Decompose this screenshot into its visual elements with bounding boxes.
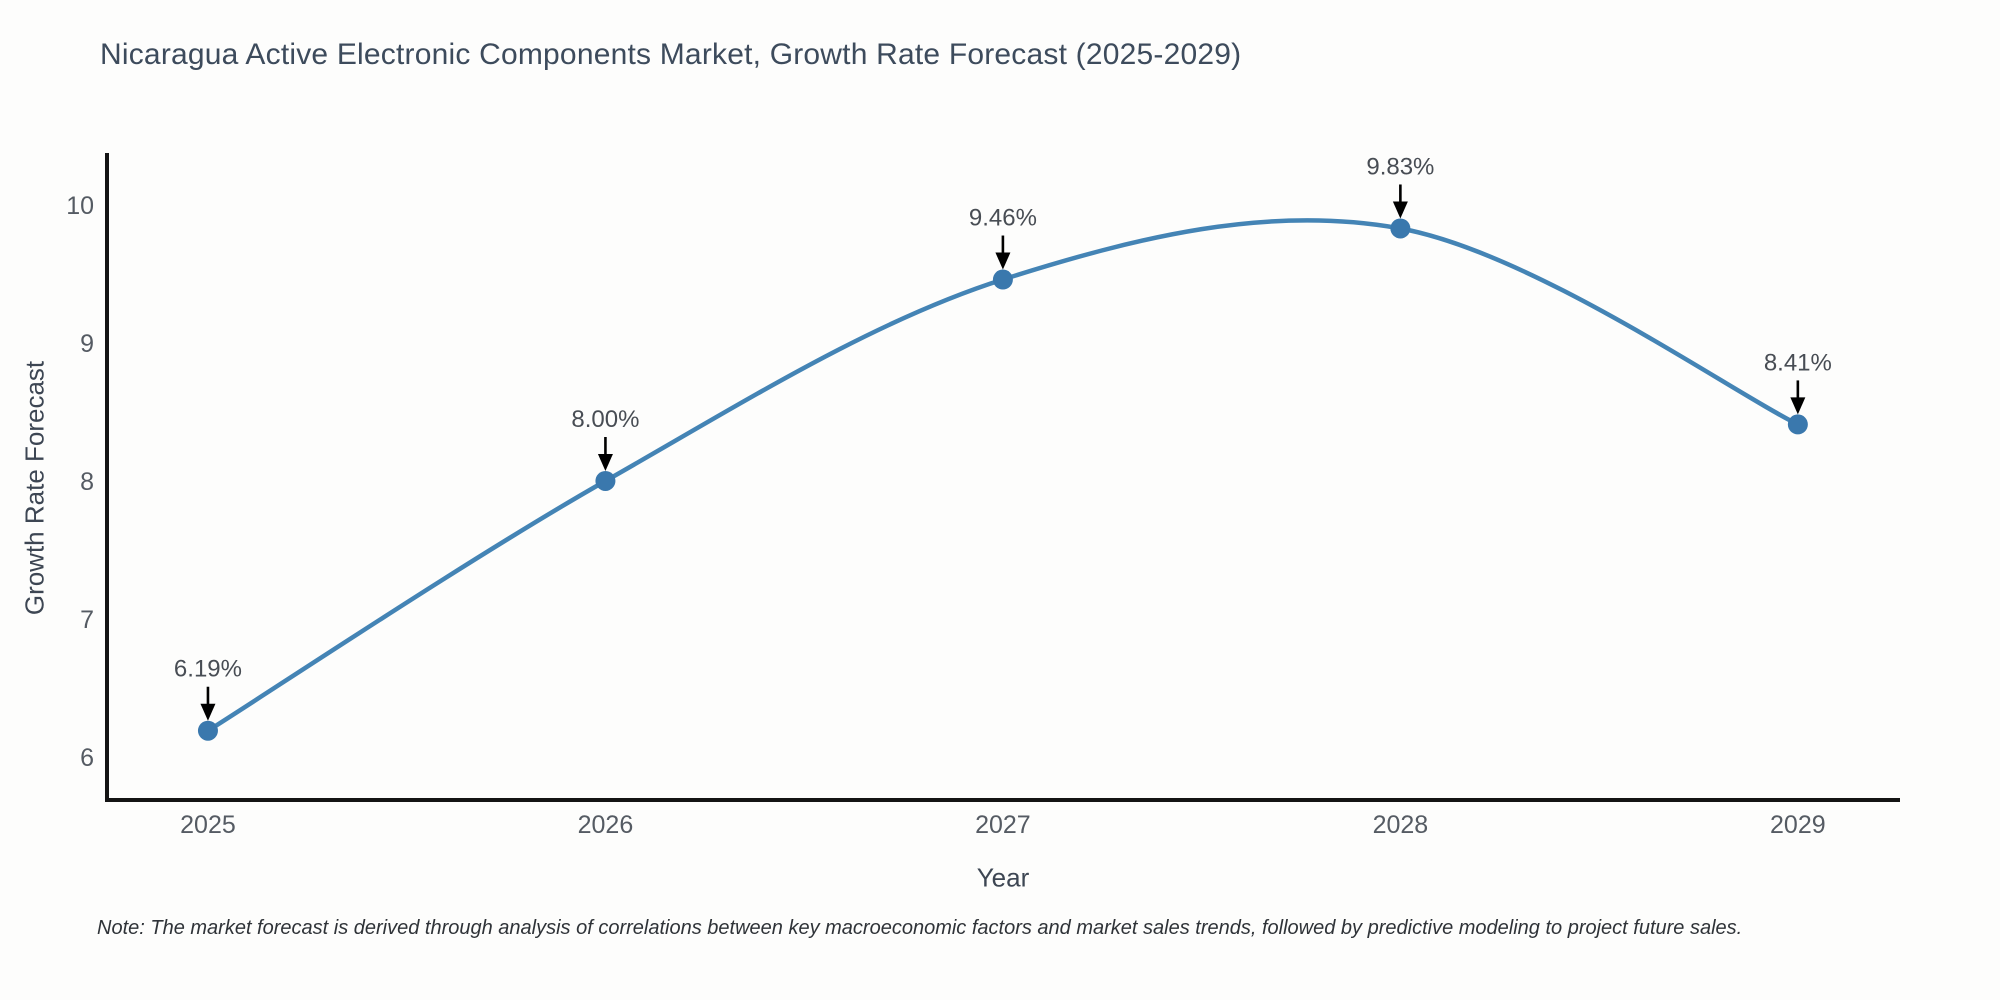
y-axis-title: Growth Rate Forecast — [19, 360, 50, 616]
x-axis-title: Year — [976, 862, 1030, 893]
data-point-marker — [1787, 414, 1808, 435]
y-tick-label: 7 — [80, 606, 94, 634]
y-tick-label: 9 — [80, 330, 94, 358]
x-tick-label: 2029 — [1770, 811, 1826, 839]
x-tick-label: 2027 — [975, 811, 1031, 839]
annotation-label: 8.41% — [1764, 349, 1832, 376]
annotation-arrowhead — [200, 703, 216, 721]
forecast-line-series — [205, 218, 1801, 733]
annotation-label: 9.83% — [1366, 153, 1434, 180]
data-point-marker — [197, 720, 218, 741]
data-point-marker — [992, 269, 1013, 290]
x-tick-label: 2025 — [180, 811, 236, 839]
data-point-marker — [1390, 218, 1411, 239]
x-tick-label: 2028 — [1373, 811, 1429, 839]
annotation-label: 8.00% — [571, 406, 639, 433]
annotation-label: 9.46% — [969, 205, 1037, 232]
x-tick-label: 2026 — [578, 811, 634, 839]
annotation-arrowhead — [597, 453, 613, 471]
annotation-arrowhead — [1392, 201, 1408, 219]
y-tick-label: 10 — [66, 192, 94, 220]
y-tick-label: 8 — [80, 468, 94, 496]
y-tick-label: 6 — [80, 744, 94, 772]
annotation-label: 6.19% — [174, 656, 242, 683]
footnote: Note: The market forecast is derived thr… — [97, 917, 1743, 939]
annotation-arrowhead — [1790, 397, 1806, 415]
chart-title: Nicaragua Active Electronic Components M… — [100, 38, 1242, 71]
data-point-marker — [595, 470, 616, 491]
annotation-arrowhead — [995, 252, 1011, 270]
